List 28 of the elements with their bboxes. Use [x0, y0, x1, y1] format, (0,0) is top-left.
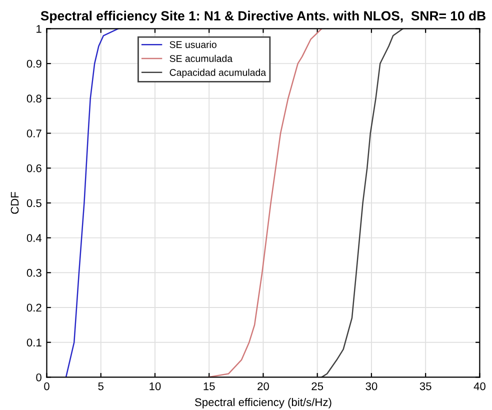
- y-tick-label: 0.6: [26, 164, 42, 172]
- line-series: [65, 28, 119, 378]
- y-tick-label: 0.9: [26, 60, 42, 68]
- y-tick-label: 1: [36, 25, 42, 33]
- chart-title: Spectral efficiency Site 1: N1 & Directive Ants. with NLOS, SNR= 10 dB: [40, 10, 486, 24]
- x-tick-label: 20: [258, 382, 269, 390]
- x-tick-label: 25: [312, 382, 324, 390]
- y-tick-label: 0: [36, 373, 42, 382]
- y-tick-label: 0.2: [26, 304, 42, 312]
- x-tick-label: 0: [44, 382, 50, 390]
- x-tick-label: 10: [150, 382, 161, 390]
- y-axis-title: CDF: [10, 192, 19, 214]
- y-tick-label: 0.4: [26, 234, 42, 242]
- x-tick-label: 15: [204, 382, 215, 390]
- legend-label: SE acumulada: [170, 54, 233, 62]
- y-tick-label: 0.5: [26, 199, 42, 208]
- legend-label: Capacidad acumulada: [170, 68, 266, 78]
- x-tick-label: 5: [98, 382, 104, 390]
- y-tick-label: 0.8: [26, 94, 42, 103]
- legend-label: SE usuario: [170, 40, 216, 48]
- y-tick-label: 0.1: [26, 338, 42, 346]
- x-tick-label: 35: [420, 382, 432, 390]
- x-axis-title: Spectral efficiency (bit/s/Hz): [194, 398, 332, 408]
- x-tick-label: 40: [474, 382, 486, 390]
- x-tick-label: 30: [366, 382, 378, 390]
- line-series: [321, 28, 404, 378]
- y-tick-label: 0.7: [26, 130, 42, 138]
- y-tick-label: 0.3: [26, 268, 42, 277]
